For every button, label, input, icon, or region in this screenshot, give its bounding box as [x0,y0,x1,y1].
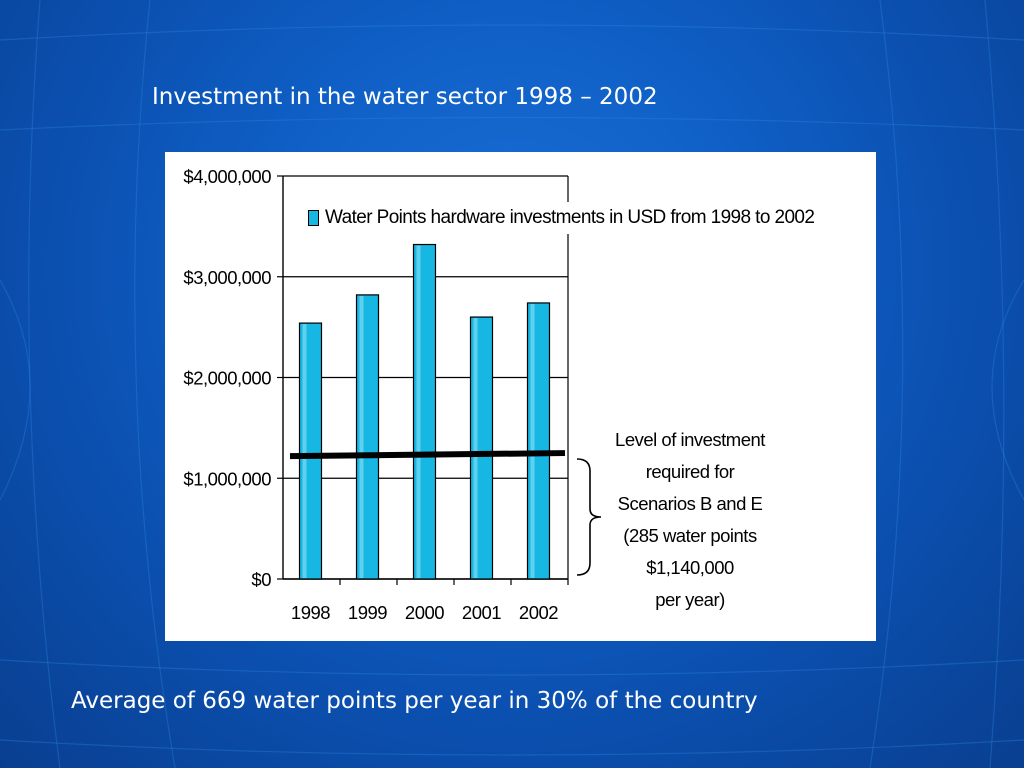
x-tick-label: 2001 [462,602,501,623]
x-tick-label: 2000 [405,602,444,623]
required-investment-line [289,450,566,460]
y-tick-label: $3,000,000 [183,267,271,288]
y-tick-label: $2,000,000 [183,368,271,389]
annotation-line: $1,140,000 [646,557,734,578]
x-tick-label: 1998 [291,602,330,623]
chart-panel: $0 $1,000,000 $2,000,000 $3,000,000 $4,000,0… [165,152,876,641]
annotation-line: required for [645,461,735,482]
legend-swatch [308,210,319,226]
bar-highlight [530,303,535,578]
y-tick-label: $0 [251,569,271,590]
y-tick-label: $4,000,000 [183,166,271,187]
x-tick-label: 1999 [348,602,387,623]
investment-annotation: Level of investment required for Scenari… [590,424,790,616]
bar-highlight [416,245,421,578]
annotation-line: Scenarios B and E [617,493,763,514]
chart-legend: Water Points hardware investments in USD… [308,202,848,234]
curly-brace [576,458,602,576]
legend-label: Water Points hardware investments in USD… [325,207,815,228]
y-tick-label: $1,000,000 [183,468,271,489]
annotation-line: (285 water points [623,525,757,546]
annotation-line: per year) [655,589,725,610]
x-tick-label: 2002 [519,602,558,623]
slide-title: Investment in the water sector 1998 – 20… [152,84,658,110]
slide-footer: Average of 669 water points per year in … [71,688,758,714]
bar-highlight [473,318,478,578]
bar-highlight [302,324,307,578]
annotation-line: Level of investment [615,429,765,450]
bar-chart: $0 $1,000,000 $2,000,000 $3,000,000 $4,000,0… [183,166,602,623]
bar-highlight [359,295,364,578]
